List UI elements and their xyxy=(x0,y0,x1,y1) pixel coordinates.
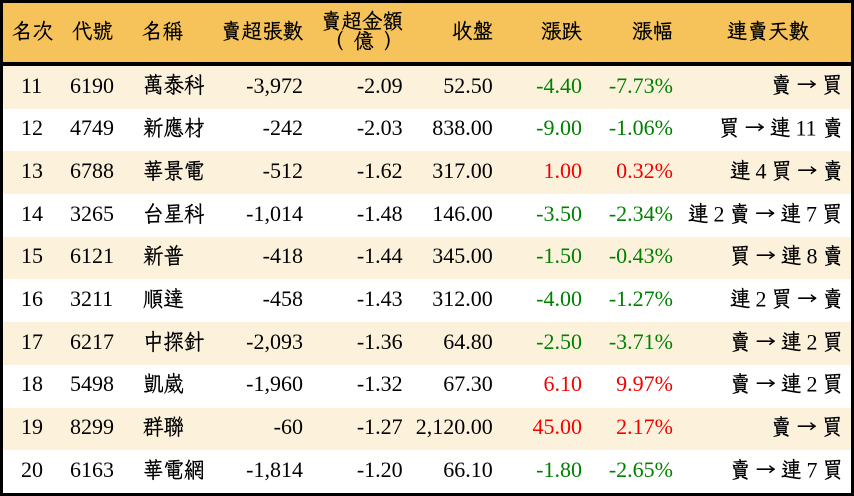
svg-text:7: 7 xyxy=(806,457,817,482)
svg-text:2: 2 xyxy=(806,372,817,397)
svg-text:4: 4 xyxy=(755,158,766,183)
svg-text:2: 2 xyxy=(714,201,725,226)
svg-text:7: 7 xyxy=(806,201,817,226)
svg-text:2: 2 xyxy=(755,286,766,311)
svg-text:8: 8 xyxy=(806,244,817,269)
svg-text:2: 2 xyxy=(806,329,817,354)
svg-text:11: 11 xyxy=(795,116,816,141)
